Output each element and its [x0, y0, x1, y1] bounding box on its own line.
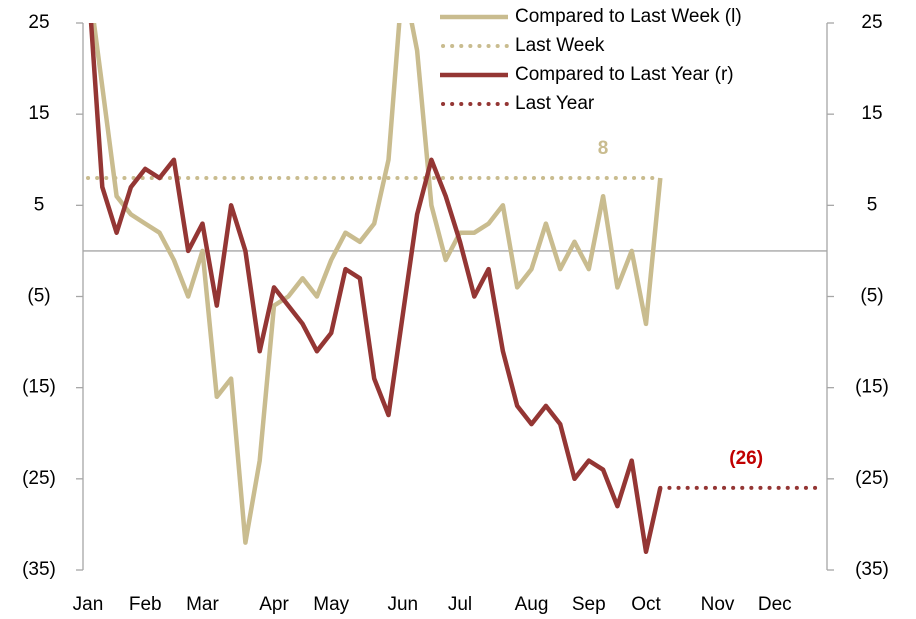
x-tick-label: Mar	[186, 594, 219, 615]
y-tick-label: (15)	[22, 377, 56, 398]
y2-tick-label: (15)	[855, 377, 889, 398]
y2-tick-label: (25)	[855, 468, 889, 489]
y2-tick-label: (35)	[855, 559, 889, 580]
x-tick-label: Jan	[73, 594, 104, 615]
x-tick-label: Apr	[259, 594, 289, 615]
y-tick-label: (35)	[22, 559, 56, 580]
legend-label: Last Year	[515, 93, 595, 114]
x-tick-label: Oct	[631, 594, 661, 615]
legend-label: Compared to Last Week (l)	[515, 6, 742, 27]
y-tick-label: 15	[28, 103, 49, 124]
series-line	[91, 23, 663, 545]
y-tick-label: 5	[34, 194, 45, 215]
legend-label: Last Week	[515, 35, 605, 56]
x-tick-label: May	[313, 594, 349, 615]
y2-tick-label: 15	[861, 103, 882, 124]
annotation: 8	[598, 138, 609, 159]
y2-tick-label: 5	[867, 194, 878, 215]
plot-area	[86, 23, 820, 555]
x-tick-label: Aug	[515, 594, 549, 615]
x-tick-label: Jun	[387, 594, 418, 615]
y-tick-label: 25	[28, 12, 49, 33]
legend-label: Compared to Last Year (r)	[515, 64, 734, 85]
x-tick-label: Jul	[448, 594, 472, 615]
y2-tick-label: 25	[861, 12, 882, 33]
x-tick-label: Nov	[701, 594, 735, 615]
series-line	[88, 23, 663, 555]
annotation: (26)	[729, 448, 763, 469]
x-tick-label: Dec	[758, 594, 792, 615]
x-tick-label: Feb	[129, 594, 162, 615]
y-tick-label: (25)	[22, 468, 56, 489]
x-tick-label: Sep	[572, 594, 606, 615]
y-tick-label: (5)	[27, 286, 50, 307]
y2-tick-label: (5)	[860, 286, 883, 307]
